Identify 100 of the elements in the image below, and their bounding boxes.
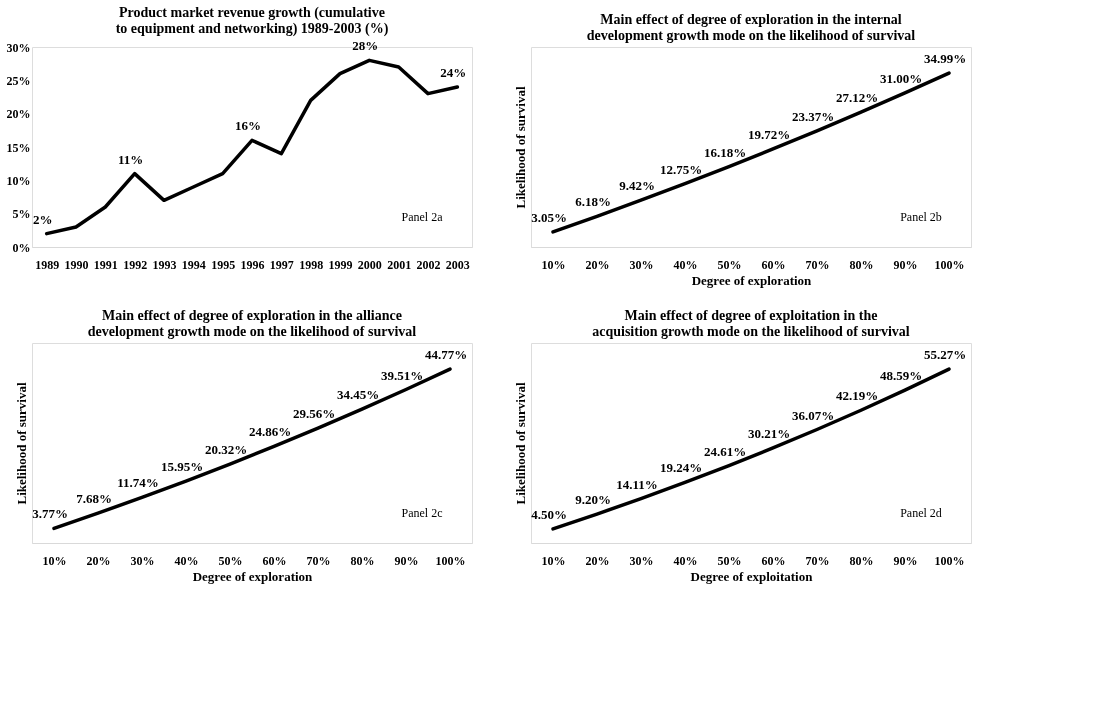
x-tick-label: 90% (893, 257, 918, 272)
data-label: 2% (32, 211, 53, 227)
annotation: Panel 2b (900, 210, 942, 224)
data-label: 6.18% (575, 194, 611, 210)
data-label: 20.32% (204, 442, 248, 458)
x-tick-label: 70% (306, 553, 331, 568)
data-label: 3.05% (531, 209, 567, 225)
y-axis-title: Likelihood of survival (512, 86, 528, 209)
x-tick-label: 60% (262, 553, 287, 568)
x-tick-label: 10% (541, 257, 566, 272)
data-label: 15.95% (160, 459, 204, 475)
data-label: 3.77% (32, 506, 68, 522)
x-tick-label: 30% (130, 553, 155, 568)
x-tick-label: 70% (805, 553, 830, 568)
x-tick-label: 50% (717, 553, 742, 568)
data-label: 9.20% (575, 492, 611, 508)
data-label: 28% (352, 38, 379, 54)
data-label: 23.37% (791, 108, 835, 124)
data-label: 16% (235, 118, 261, 134)
data-label: 4.50% (531, 506, 567, 522)
x-tick-label: 60% (761, 257, 786, 272)
x-tick-label: 50% (218, 553, 243, 568)
x-tick-label: 80% (350, 553, 375, 568)
y-tick-label: 0% (12, 240, 31, 255)
data-label: 19.72% (747, 126, 791, 142)
x-tick-label: 2002 (416, 257, 441, 272)
data-label: 11.74% (117, 475, 159, 491)
x-tick-label: 100% (435, 553, 466, 568)
chart-title: Main effect of degree of exploration in the internal development growth mode on the likelihood of survival (586, 12, 916, 43)
x-axis-title: Degree of exploration (691, 272, 813, 288)
data-label: 31.00% (879, 70, 923, 86)
x-tick-label: 1999 (328, 257, 353, 272)
x-tick-label: 2001 (387, 257, 412, 272)
x-tick-label: 40% (174, 553, 199, 568)
data-label: 42.19% (835, 388, 879, 404)
data-label: 16.18% (703, 144, 747, 160)
data-label: 19.24% (659, 460, 703, 476)
x-tick-label: 1997 (269, 257, 294, 272)
data-label: 55.27% (923, 347, 967, 363)
x-tick-label: 1991 (93, 257, 118, 272)
data-label: 48.59% (879, 368, 923, 384)
x-tick-label: 20% (585, 257, 610, 272)
x-tick-label: 10% (541, 553, 566, 568)
data-label: 24% (440, 65, 467, 80)
y-tick-label: 5% (12, 207, 31, 222)
data-label: 44.77% (424, 347, 468, 363)
x-tick-label: 100% (934, 553, 965, 568)
x-tick-label: 1989 (35, 257, 60, 272)
x-tick-label: 70% (805, 257, 830, 272)
x-tick-label: 90% (893, 553, 918, 568)
x-tick-label: 50% (717, 257, 742, 272)
x-tick-label: 1993 (152, 257, 177, 272)
y-axis-title: Likelihood of survival (13, 382, 29, 505)
x-tick-label: 1992 (123, 257, 148, 272)
data-label: 11% (118, 151, 144, 167)
data-label: 29.56% (292, 406, 336, 422)
data-label: 30.21% (747, 425, 791, 441)
y-tick-label: 10% (6, 173, 31, 188)
x-axis-title: Degree of exploration (192, 568, 314, 584)
data-label: 36.07% (791, 407, 835, 423)
x-tick-label: 1996 (240, 257, 265, 272)
y-tick-label: 15% (6, 140, 31, 155)
x-tick-label: 100% (934, 257, 965, 272)
data-label: 34.45% (336, 387, 380, 403)
x-tick-label: 30% (629, 257, 654, 272)
chart-title: Main effect of degree of exploitation in the acquisition growth mode on the likelihood of survival (592, 308, 910, 339)
data-label: 39.51% (380, 367, 424, 383)
x-tick-label: 1990 (64, 257, 89, 272)
y-axis-title: Likelihood of survival (512, 382, 528, 505)
x-tick-label: 20% (86, 553, 111, 568)
x-tick-label: 2000 (357, 257, 382, 272)
chart-title: Main effect of degree of exploration in the alliance development growth mode on the likelihood of survival (87, 308, 417, 339)
data-label: 14.11% (616, 476, 658, 492)
x-tick-label: 1995 (211, 257, 236, 272)
data-label: 34.99% (923, 51, 967, 67)
data-label: 27.12% (835, 90, 879, 106)
chart-title: Product market revenue growth (cumulative to equipment and networking) 1989-2003 (%) (115, 5, 389, 38)
x-tick-label: 1994 (181, 257, 206, 272)
x-tick-label: 80% (849, 553, 874, 568)
y-tick-label: 20% (6, 107, 31, 122)
x-axis-title: Degree of exploitation (690, 568, 814, 584)
x-tick-label: 80% (849, 257, 874, 272)
annotation: Panel 2a (401, 210, 444, 224)
data-label: 9.42% (619, 178, 655, 194)
x-tick-label: 40% (673, 553, 698, 568)
data-label: 24.86% (248, 424, 292, 440)
x-tick-label: 20% (585, 553, 610, 568)
x-tick-label: 40% (673, 257, 698, 272)
annotation: Panel 2d (900, 506, 942, 520)
x-tick-label: 2003 (445, 257, 470, 272)
data-label: 7.68% (76, 491, 112, 507)
x-tick-label: 1998 (299, 257, 324, 272)
annotation: Panel 2c (401, 506, 443, 520)
x-tick-label: 30% (629, 553, 654, 568)
x-tick-label: 60% (761, 553, 786, 568)
data-label: 24.61% (703, 443, 747, 459)
x-tick-label: 10% (42, 553, 67, 568)
x-tick-label: 90% (394, 553, 419, 568)
data-label: 12.75% (659, 161, 703, 177)
y-tick-label: 25% (6, 73, 31, 88)
